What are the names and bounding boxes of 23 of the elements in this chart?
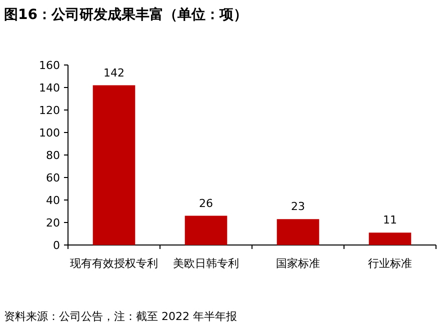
x-tick-label: 行业标准 xyxy=(368,257,412,270)
chart-title: 图16：公司研发成果丰富（单位：项） xyxy=(4,6,248,23)
bar xyxy=(368,232,412,245)
y-tick-label: 20 xyxy=(46,216,60,230)
x-tick-label: 美欧日韩专利 xyxy=(173,257,239,270)
text: 资料来源：公司公告，注：截至 2022 年半年报 xyxy=(4,310,237,323)
bar xyxy=(184,216,228,245)
y-tick-label: 0 xyxy=(53,239,60,252)
y-tick-label: 40 xyxy=(46,194,60,207)
bar xyxy=(276,219,320,245)
y-tick-label: 120 xyxy=(39,104,60,117)
data-label: 11 xyxy=(383,214,397,227)
y-tick-label: 80 xyxy=(46,149,60,162)
y-tick-label: 140 xyxy=(39,82,60,94)
x-tick-label: 现有有效授权专利 xyxy=(70,257,158,270)
y-tick-label: 60 xyxy=(46,172,60,184)
y-tick-label: 100 xyxy=(39,126,60,140)
x-tick-label: 国家标准 xyxy=(276,257,320,270)
data-label: 142 xyxy=(104,66,124,80)
data-label: 26 xyxy=(199,196,213,210)
bar xyxy=(92,85,136,245)
y-tick-label: 160 xyxy=(39,59,60,72)
data-label: 23 xyxy=(291,200,305,214)
